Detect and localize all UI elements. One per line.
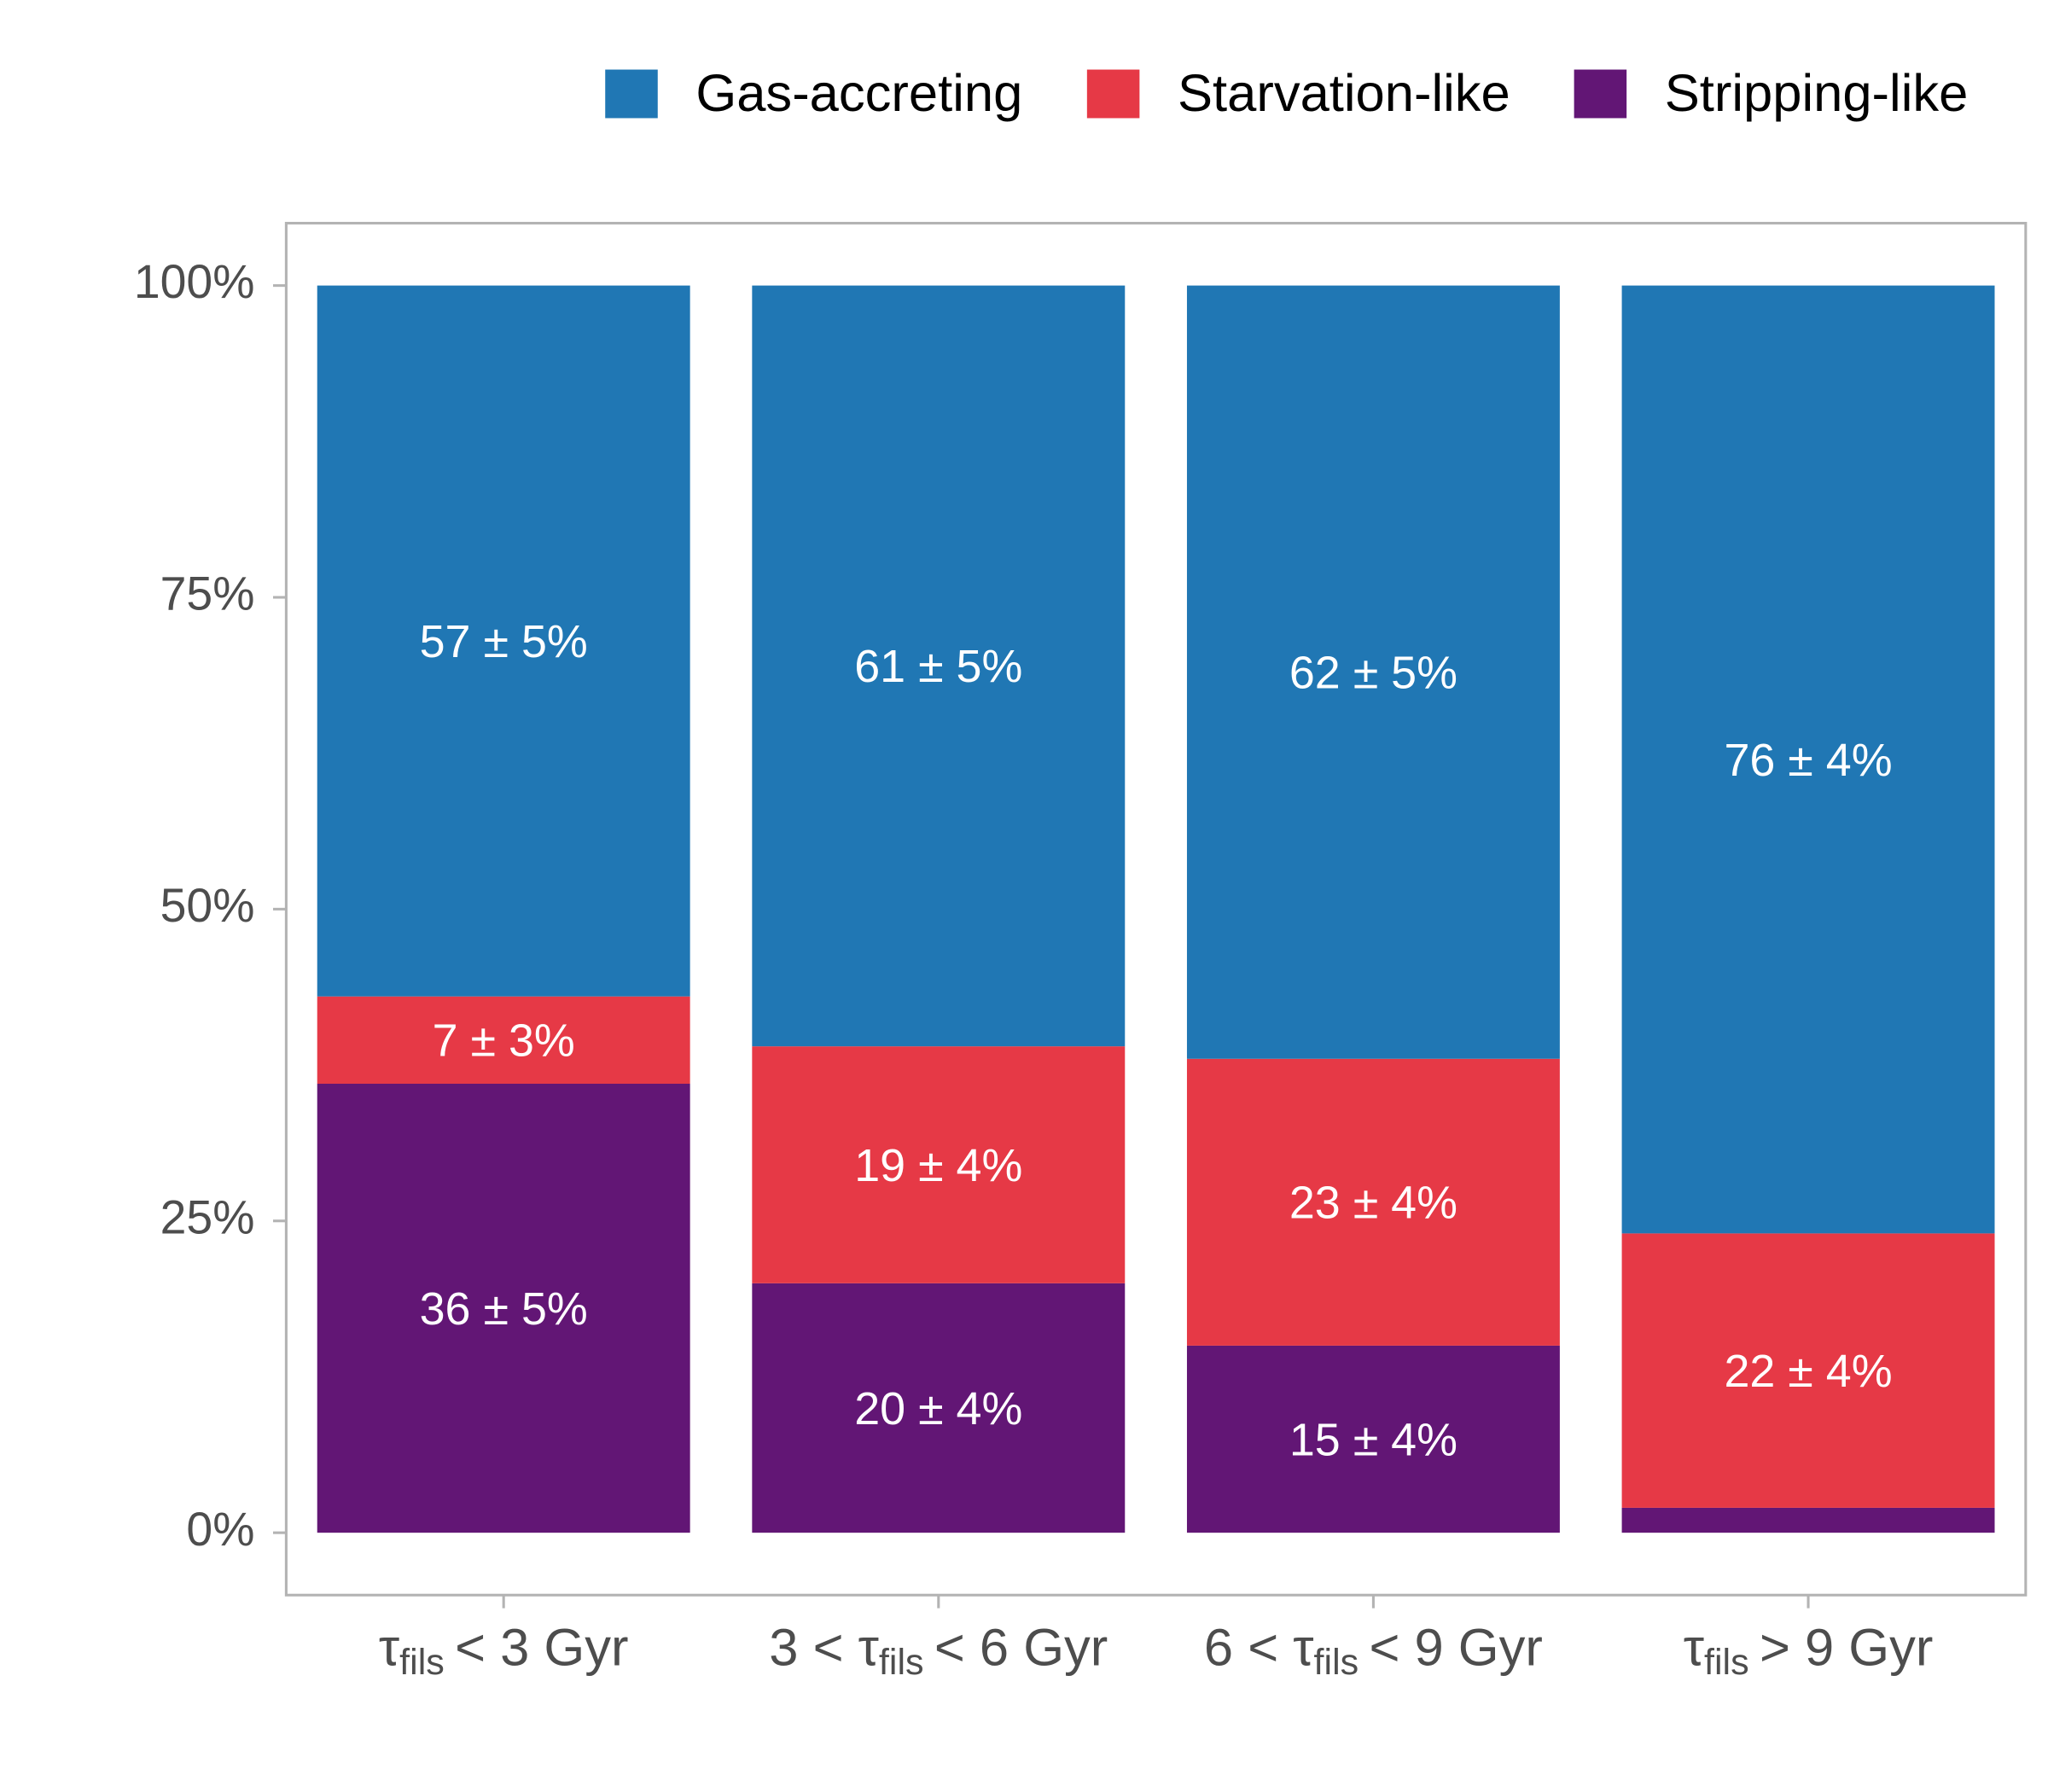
value-label: 36 ± 5% — [420, 1283, 588, 1335]
value-label: 7 ± 3% — [433, 1015, 575, 1067]
x-tick-label: τfils < 3 Gyr — [379, 1619, 629, 1684]
x-label-part: < 3 Gyr — [455, 1619, 628, 1678]
x-label-part: 6 < τ — [1204, 1619, 1314, 1678]
bar-segment — [752, 1046, 1126, 1283]
bar-segment — [1621, 285, 1995, 1234]
value-label: 62 ± 5% — [1289, 648, 1457, 699]
y-tick-label: 25% — [160, 1190, 255, 1243]
x-tick-label: 3 < τfils < 6 Gyr — [769, 1619, 1108, 1684]
x-label-part: < 9 Gyr — [1369, 1619, 1542, 1678]
value-label: 61 ± 5% — [854, 641, 1022, 692]
y-tick-label: 50% — [160, 879, 255, 932]
x-label-sub: fils — [1314, 1642, 1359, 1683]
value-label: 22 ± 4% — [1724, 1346, 1892, 1397]
legend-label: Starvation-like — [1178, 64, 1510, 123]
y-tick-label: 100% — [134, 255, 255, 308]
x-label-part: > 9 Gyr — [1760, 1619, 1933, 1678]
bar-segment — [317, 1084, 690, 1533]
value-label: 20 ± 4% — [854, 1383, 1022, 1434]
legend-label: Gas-accreting — [695, 64, 1022, 123]
value-label: 57 ± 5% — [420, 616, 588, 667]
legend-swatch — [1086, 69, 1140, 119]
value-label: 76 ± 4% — [1724, 735, 1892, 786]
x-label-part: 3 < τ — [769, 1619, 879, 1678]
legend-swatch — [605, 69, 658, 119]
x-tick-label: 6 < τfils < 9 Gyr — [1204, 1619, 1543, 1684]
x-label-sub: fils — [879, 1642, 924, 1683]
x-tick-label: τfils > 9 Gyr — [1684, 1619, 1934, 1684]
bar-segment — [752, 285, 1126, 1047]
y-tick-label: 0% — [186, 1503, 254, 1556]
x-label-sub: fils — [399, 1642, 445, 1683]
bar-segment — [752, 1283, 1126, 1533]
bar-segment — [1186, 1345, 1560, 1533]
x-label-part: < 6 Gyr — [934, 1619, 1108, 1678]
legend-swatch — [1574, 69, 1627, 119]
bar-segment — [1621, 1507, 1995, 1533]
bar-segment — [317, 996, 690, 1084]
bar-segment — [317, 285, 690, 997]
y-tick-label: 75% — [160, 567, 255, 620]
value-label: 19 ± 4% — [854, 1140, 1022, 1191]
x-label-part: τ — [379, 1619, 399, 1678]
bar-segment — [1621, 1233, 1995, 1508]
legend-label: Stripping-like — [1665, 64, 1969, 123]
value-label: 23 ± 4% — [1289, 1178, 1457, 1229]
bar-segment — [1186, 1058, 1560, 1346]
value-label: 15 ± 4% — [1289, 1414, 1457, 1465]
x-label-part: τ — [1684, 1619, 1704, 1678]
bar-segment — [1186, 285, 1560, 1059]
x-label-sub: fils — [1704, 1642, 1749, 1683]
